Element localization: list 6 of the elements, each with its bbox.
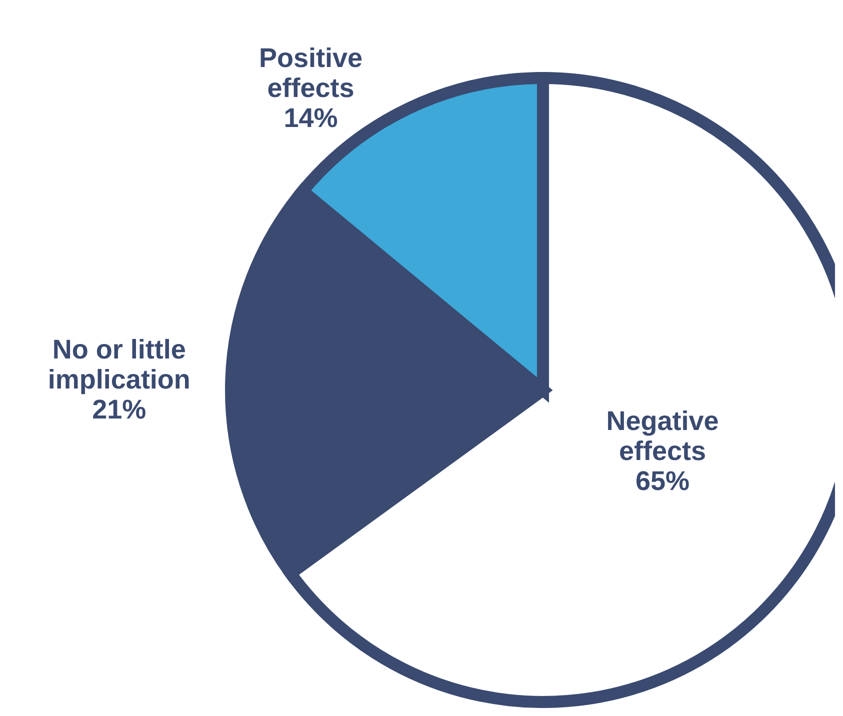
slice-label: Negative effects bbox=[606, 406, 719, 466]
data-label: 21% bbox=[92, 394, 146, 425]
slice-label: No or little implication bbox=[48, 334, 190, 395]
slice-label: Positive effects bbox=[259, 42, 363, 103]
data-label: 14% bbox=[284, 102, 338, 133]
data-label: 65% bbox=[636, 466, 690, 496]
